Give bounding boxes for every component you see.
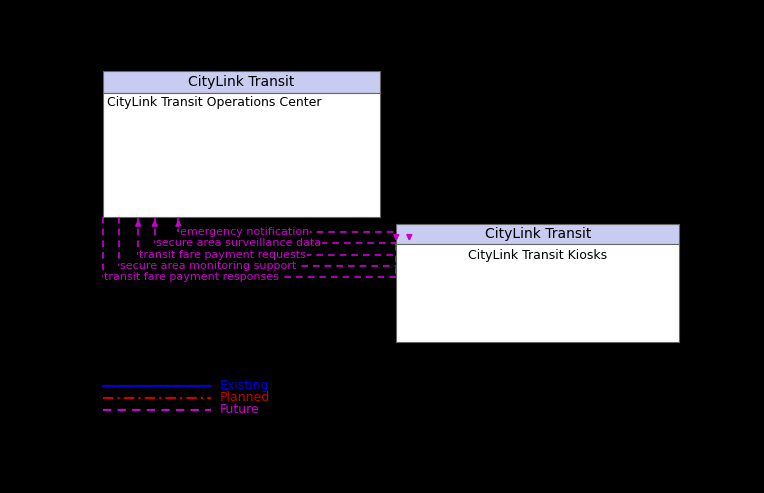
Bar bbox=[397, 244, 679, 342]
Bar bbox=[102, 93, 380, 217]
Text: emergency notification: emergency notification bbox=[180, 227, 309, 237]
Text: Future: Future bbox=[220, 403, 260, 417]
Bar bbox=[397, 224, 679, 244]
Text: CityLink Transit: CityLink Transit bbox=[484, 227, 591, 241]
Text: CityLink Transit Operations Center: CityLink Transit Operations Center bbox=[107, 96, 322, 108]
Text: secure area surveillance data: secure area surveillance data bbox=[156, 238, 321, 248]
Text: CityLink Transit Kiosks: CityLink Transit Kiosks bbox=[468, 248, 607, 262]
Text: transit fare payment responses: transit fare payment responses bbox=[104, 273, 279, 282]
Text: secure area monitoring support: secure area monitoring support bbox=[121, 261, 296, 271]
Bar bbox=[102, 70, 380, 93]
Text: Planned: Planned bbox=[220, 391, 270, 404]
Text: transit fare payment requests: transit fare payment requests bbox=[139, 249, 306, 260]
Text: Existing: Existing bbox=[220, 379, 270, 392]
Text: CityLink Transit: CityLink Transit bbox=[188, 74, 294, 89]
